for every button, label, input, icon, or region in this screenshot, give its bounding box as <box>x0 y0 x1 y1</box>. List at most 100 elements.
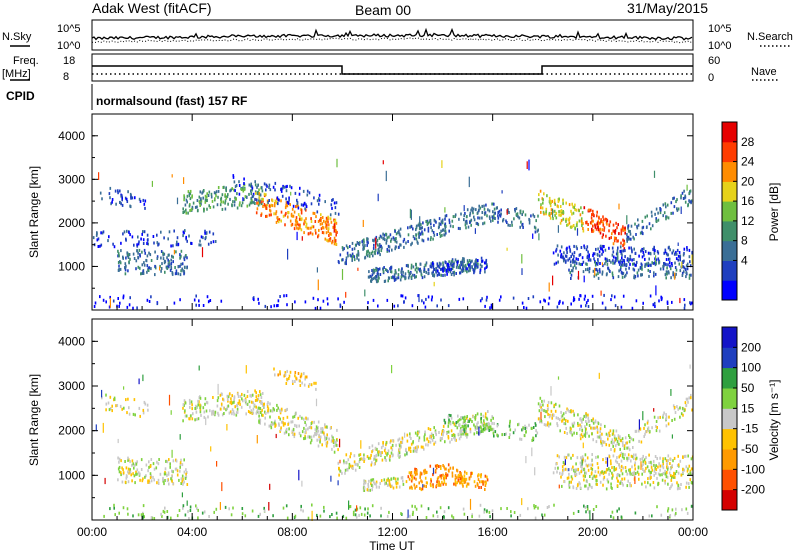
echo-cell <box>648 274 650 278</box>
echo-cell <box>306 193 309 197</box>
echo-cell <box>118 470 121 474</box>
echo-cell <box>514 209 516 213</box>
echo-cell <box>623 263 626 267</box>
echo-cell <box>310 438 313 442</box>
echo-cell <box>614 228 617 232</box>
echo-cell <box>199 239 201 243</box>
echo-cell <box>494 430 497 434</box>
echo-cell <box>410 266 413 270</box>
echo-cell <box>215 507 218 511</box>
echo-streak <box>418 294 420 303</box>
echo-cell <box>160 269 162 273</box>
echo-cell <box>521 428 523 432</box>
echo-cell <box>231 401 234 405</box>
echo-cell <box>600 247 602 251</box>
echo-cell <box>686 267 689 271</box>
echo-cell <box>527 507 529 511</box>
echo-cell <box>341 258 343 262</box>
echo-cell <box>487 410 489 413</box>
echo-cell <box>591 485 593 489</box>
echo-cell <box>606 478 609 482</box>
echo-cell <box>664 472 667 476</box>
echo-cell <box>408 448 410 452</box>
echo-cell <box>588 255 590 259</box>
echo-cell <box>255 391 257 395</box>
echo-cell <box>326 219 328 223</box>
echo-cell <box>600 218 602 222</box>
echo-cell <box>249 201 252 205</box>
echo-cell <box>543 409 545 413</box>
echo-cell <box>387 276 390 280</box>
echo-cell <box>636 470 639 474</box>
echo-cell <box>239 201 241 205</box>
echo-cell <box>250 394 252 398</box>
echo-streak <box>168 394 171 406</box>
echo-cell <box>345 453 348 457</box>
echo-cell <box>691 301 693 305</box>
echo-cell <box>617 479 619 483</box>
echo-cell <box>466 415 468 418</box>
colorbar-tick-label: 28 <box>741 135 755 149</box>
power-ylabel: Slant Range [km] <box>27 166 41 258</box>
echo-cell <box>276 216 278 220</box>
echo-cell <box>463 428 465 432</box>
echo-cell <box>446 272 448 276</box>
echo-streak <box>410 209 412 220</box>
echo-cell <box>467 482 470 486</box>
echo-cell <box>400 512 402 516</box>
echo-cell <box>146 264 149 268</box>
echo-cell <box>395 232 398 236</box>
echo-cell <box>638 254 640 258</box>
echo-cell <box>168 265 170 269</box>
echo-cell <box>322 299 325 303</box>
nave-tick-top: 60 <box>708 55 720 67</box>
echo-cell <box>605 468 608 472</box>
echo-cell <box>617 473 620 477</box>
echo-cell <box>648 222 651 226</box>
echo-cell <box>630 437 633 441</box>
echo-cell <box>427 295 430 299</box>
echo-cell <box>279 409 281 413</box>
echo-cell <box>651 514 653 518</box>
echo-cell <box>443 510 446 514</box>
echo-cell <box>207 415 209 419</box>
echo-cell <box>681 406 684 410</box>
echo-cell <box>189 189 192 193</box>
echo-cell <box>579 486 582 490</box>
echo-cell <box>455 483 457 487</box>
echo-streak <box>655 255 657 263</box>
echo-cell <box>203 207 205 211</box>
echo-cell <box>257 397 260 401</box>
echo-cell <box>444 273 446 277</box>
echo-cell <box>163 510 166 514</box>
echo-cell <box>182 482 184 486</box>
echo-cell <box>239 402 241 406</box>
time-axis-label: Time UT <box>369 539 415 553</box>
echo-cell <box>374 248 377 252</box>
echo-cell <box>622 466 624 470</box>
echo-cell <box>620 249 623 253</box>
echo-cell <box>448 266 451 270</box>
velocity-panel-frame <box>91 318 694 521</box>
echo-cell <box>562 468 564 472</box>
echo-cell <box>603 475 606 479</box>
echo-cell <box>143 202 146 206</box>
echo-streak <box>183 177 185 184</box>
echo-cell <box>205 195 208 199</box>
echo-cell <box>581 262 583 266</box>
echo-cell <box>568 203 571 207</box>
echo-cell <box>664 469 666 473</box>
echo-cell <box>678 251 681 254</box>
echo-cell <box>638 429 640 433</box>
echo-cell <box>449 466 452 470</box>
echo-cell <box>420 472 423 476</box>
echo-cell <box>359 241 361 245</box>
echo-cell <box>613 261 616 265</box>
nsky-label: N.Sky <box>2 31 32 43</box>
echo-cell <box>149 253 152 257</box>
echo-cell <box>618 436 620 440</box>
echo-cell <box>424 263 427 267</box>
echo-cell <box>565 217 568 221</box>
echo-cell <box>664 273 667 277</box>
echo-cell <box>299 226 301 230</box>
